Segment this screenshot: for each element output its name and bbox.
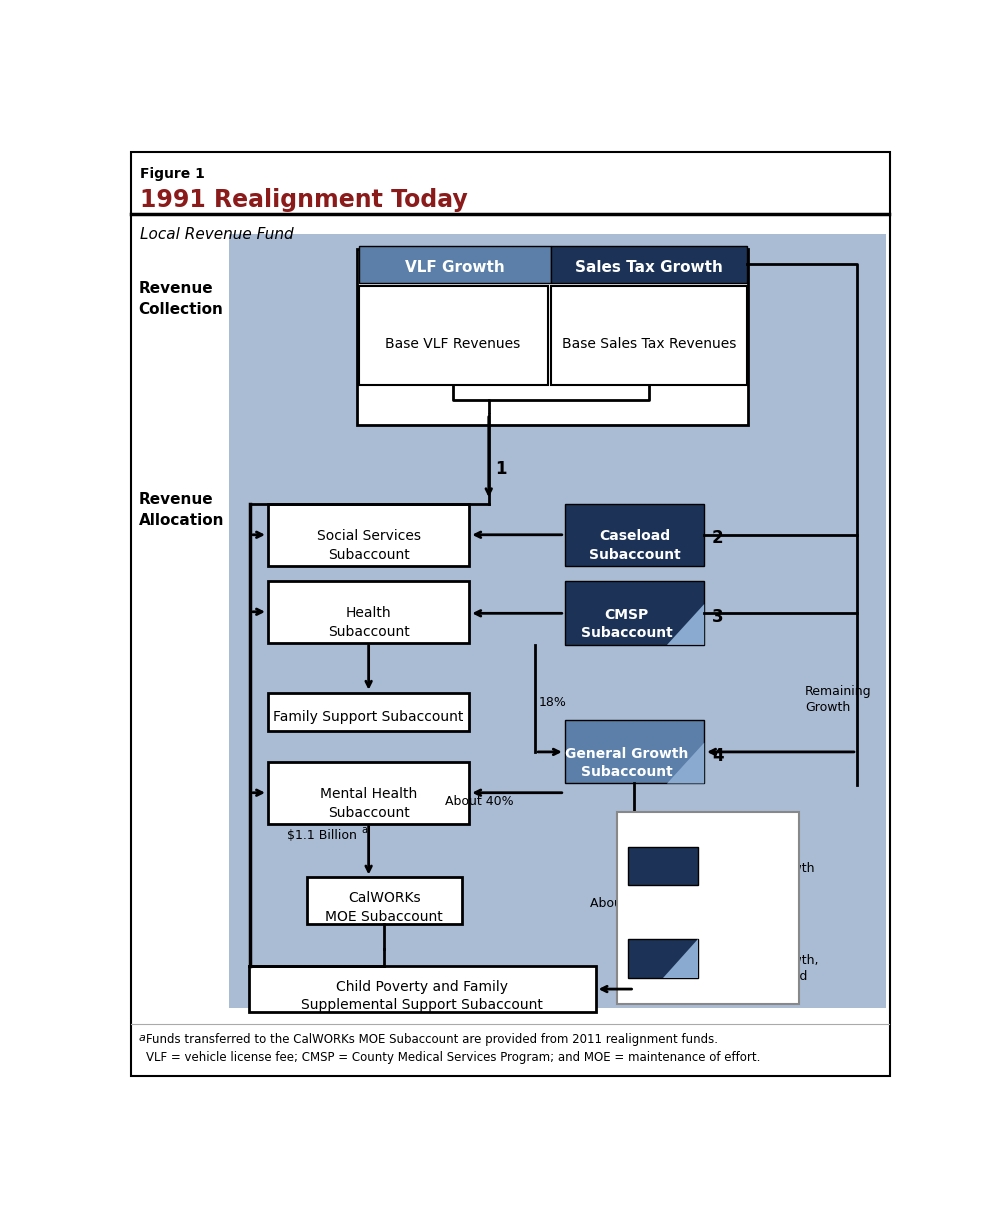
Text: 2: 2 [712,529,723,547]
Text: About 40%: About 40% [445,795,514,807]
FancyBboxPatch shape [359,286,548,384]
FancyBboxPatch shape [551,286,747,384]
Text: Child Poverty and Family
Supplemental Support Subaccount: Child Poverty and Family Supplemental Su… [301,980,543,1012]
FancyBboxPatch shape [359,246,551,283]
Text: Funds transferred to the CalWORKs MOE Subaccount are provided from 2011 realignm: Funds transferred to the CalWORKs MOE Su… [146,1032,718,1046]
Text: 4: 4 [712,747,723,765]
FancyBboxPatch shape [268,503,469,565]
Text: Figure 1: Figure 1 [140,168,205,181]
Text: a: a [138,1032,145,1043]
Text: Local Revenue Fund: Local Revenue Fund [140,226,294,242]
Text: Health
Subaccount: Health Subaccount [328,607,409,638]
Text: 18%: 18% [539,697,566,709]
Polygon shape [667,743,704,783]
Text: CMSP
Subaccount: CMSP Subaccount [581,608,672,641]
Text: 1: 1 [495,460,506,478]
Text: $1.1 Billion: $1.1 Billion [287,829,358,841]
FancyBboxPatch shape [130,152,890,1076]
Text: General Growth
Subaccount: General Growth Subaccount [565,747,688,779]
Text: VLF Growth: VLF Growth [404,260,505,275]
Text: CalWORKs
MOE Subaccount: CalWORKs MOE Subaccount [326,891,443,924]
Polygon shape [663,939,698,978]
Polygon shape [667,604,704,644]
Text: Remaining
Growth: Remaining Growth [805,685,872,714]
Text: VLF = vehicle license fee; CMSP = County Medical Services Program; and MOE = mai: VLF = vehicle license fee; CMSP = County… [146,1051,761,1064]
Text: Base VLF Revenues: Base VLF Revenues [385,337,521,351]
Text: a: a [361,826,367,835]
Text: Base Sales Tax Revenues: Base Sales Tax Revenues [562,337,736,351]
FancyBboxPatch shape [628,939,698,978]
Text: Revenue
Allocation: Revenue Allocation [138,492,224,529]
Text: Sales Tax Growth,
if Available, and
VLF Growth: Sales Tax Growth, if Available, and VLF … [707,955,819,1000]
Text: About 40%: About 40% [590,896,658,910]
FancyBboxPatch shape [268,693,469,731]
Text: 3: 3 [712,608,723,626]
Text: Sales Tax Growth: Sales Tax Growth [576,260,723,275]
FancyBboxPatch shape [551,246,747,283]
FancyBboxPatch shape [268,581,469,642]
FancyBboxPatch shape [357,249,748,424]
FancyBboxPatch shape [229,429,885,1008]
FancyBboxPatch shape [628,846,698,885]
Text: Sales Tax Growth: Sales Tax Growth [707,862,815,876]
Text: Revenue
Collection: Revenue Collection [138,281,223,316]
Text: 1991 Realignment Today: 1991 Realignment Today [140,188,468,213]
Text: Social Services
Subaccount: Social Services Subaccount [317,529,420,562]
FancyBboxPatch shape [248,966,596,1012]
FancyBboxPatch shape [268,762,469,823]
Text: Mental Health
Subaccount: Mental Health Subaccount [320,787,417,820]
FancyBboxPatch shape [617,812,799,1004]
FancyBboxPatch shape [307,878,461,924]
FancyBboxPatch shape [565,720,704,783]
FancyBboxPatch shape [565,503,704,565]
FancyBboxPatch shape [229,235,885,429]
Text: Caseload
Subaccount: Caseload Subaccount [589,529,680,562]
Text: Family Support Subaccount: Family Support Subaccount [274,710,464,725]
FancyBboxPatch shape [565,581,704,644]
